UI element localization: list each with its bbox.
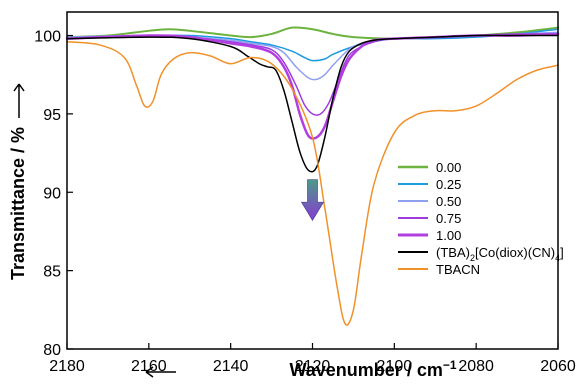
legend-item-0-75: 0.75 <box>398 211 461 226</box>
legend-item-tbacn: TBACN <box>398 262 480 277</box>
legend-label: 0.00 <box>436 160 461 175</box>
y-axis-arrow-icon <box>13 83 25 118</box>
legend-label: 0.75 <box>436 211 461 226</box>
x-tick-label: 2080 <box>458 358 494 375</box>
x-tick-label: 2120 <box>295 358 331 375</box>
y-tick-label: 100 <box>34 29 61 46</box>
legend-label: TBACN <box>436 262 480 277</box>
x-axis-label: Wavenumber / cm−1 <box>289 358 456 380</box>
y-axis-label: Transmittance / % <box>8 127 28 280</box>
x-tick-label: 2140 <box>213 358 249 375</box>
y-tick-label: 80 <box>43 342 61 359</box>
legend-item-tba-2-co-diox-cn-4: (TBA)2[Co(diox)(CN)4] <box>398 245 564 263</box>
axes-layer: 2180 2160 2140 2120 2100 2080 2060 80 85 90 95 100 <box>34 11 576 375</box>
y-tick-label: 90 <box>43 185 61 202</box>
legend-item-1-00: 1.00 <box>398 228 461 243</box>
x-axis-arrow-icon <box>145 366 176 378</box>
axis-labels: Wavenumber / cm−1 Transmittance / % <box>8 83 457 380</box>
x-tick-label: 2180 <box>49 358 85 375</box>
legend-label: 1.00 <box>436 228 461 243</box>
legend: 0.00 0.25 0.50 0.75 1.00 (TBA)2[Co(diox)(CN)4… <box>398 160 564 277</box>
legend-label: 0.50 <box>436 194 461 209</box>
annotation-layer <box>300 179 325 222</box>
series-layer <box>65 26 560 326</box>
down-arrow-icon <box>300 179 325 222</box>
legend-label: 0.25 <box>436 177 461 192</box>
legend-item-0-25: 0.25 <box>398 177 461 192</box>
series-line-0-75 <box>66 33 559 116</box>
legend-item-0-50: 0.50 <box>398 194 461 209</box>
x-tick-label: 2060 <box>540 358 576 375</box>
y-tick-label: 95 <box>43 107 61 124</box>
legend-label: (TBA)2[Co(diox)(CN)4] <box>436 245 564 263</box>
series-line-0-25 <box>66 28 559 62</box>
series-line-1-00 <box>65 32 560 140</box>
x-tick-label: 2100 <box>377 358 413 375</box>
legend-item-0-00: 0.00 <box>398 160 461 175</box>
series-line-tba-2-co-diox-cn-4 <box>66 34 559 173</box>
series-line-0-50 <box>66 31 559 81</box>
x-tick-label: 2160 <box>131 358 167 375</box>
series-line-tbacn <box>66 41 559 326</box>
y-tick-label: 85 <box>43 264 61 281</box>
